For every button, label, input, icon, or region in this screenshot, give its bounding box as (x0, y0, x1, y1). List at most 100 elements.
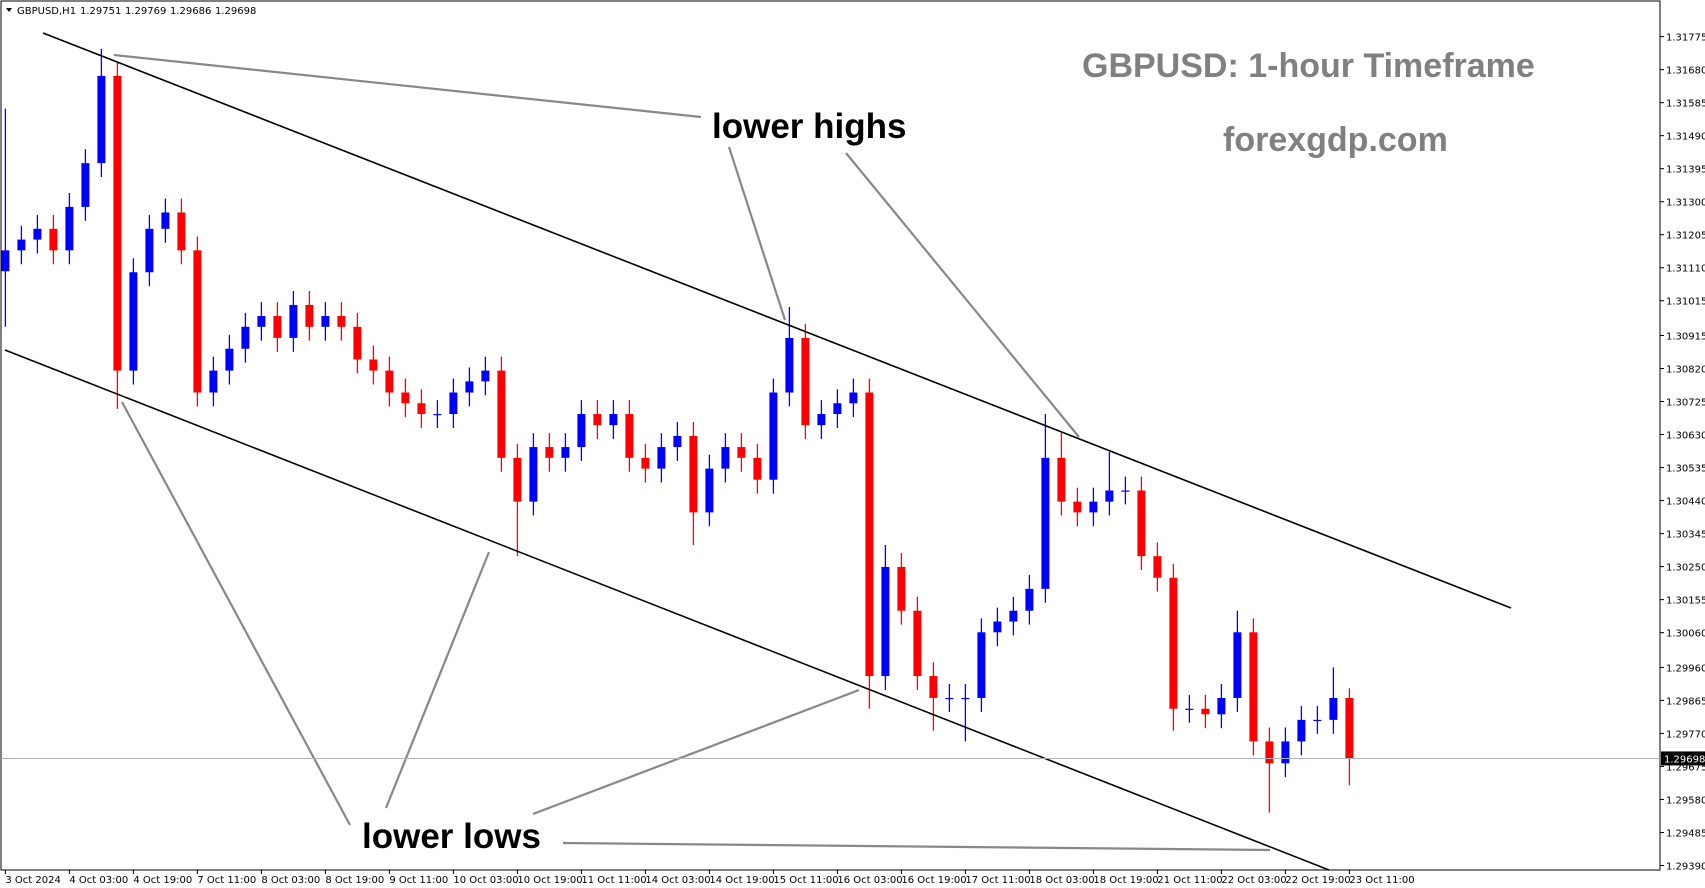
chart-subtitle: forexgdp.com (1223, 121, 1448, 159)
candle-body (577, 414, 586, 448)
x-tick-label: 4 Oct 19:00 (133, 875, 192, 886)
candle-body (337, 316, 346, 327)
y-tick-label: 1.29390 (1666, 861, 1705, 872)
y-tick-label: 1.30820 (1666, 365, 1705, 376)
candle-body (545, 447, 554, 458)
candle-body (1329, 697, 1338, 720)
candle-body (993, 621, 1002, 633)
candle-body (225, 348, 234, 371)
candle-body (529, 447, 538, 502)
candle-body (1057, 457, 1066, 502)
symbol: GBPUSD,H1 (17, 6, 76, 17)
y-tick-label: 1.31205 (1666, 231, 1705, 242)
pointer-line (113, 53, 702, 119)
candle-body (1313, 719, 1322, 722)
candle-body (769, 392, 778, 480)
candle-body (177, 212, 186, 251)
y-tick-label: 1.31680 (1666, 66, 1705, 77)
candle-body (17, 239, 26, 251)
header-value: 1.29686 (170, 6, 211, 17)
candle-body (289, 304, 298, 338)
candle-body (1153, 556, 1162, 578)
y-tick-label: 1.29865 (1666, 696, 1705, 707)
candle-body (1281, 741, 1290, 764)
candle-body (65, 206, 74, 251)
candle-body (145, 228, 154, 273)
x-tick-label: 21 Oct 11:00 (1157, 875, 1222, 886)
candle-body (753, 457, 762, 480)
candle-body (961, 697, 970, 700)
x-tick-label: 10 Oct 19:00 (517, 875, 582, 886)
candle-body (193, 250, 202, 393)
candle-body (81, 163, 90, 207)
y-tick-label: 1.30535 (1666, 464, 1705, 475)
candle-body (1041, 457, 1050, 589)
x-tick-label: 7 Oct 11:00 (197, 875, 256, 886)
candle-body (1009, 610, 1018, 622)
y-tick-label: 1.29485 (1666, 828, 1705, 839)
candle-body (833, 403, 842, 415)
y-tick-label: 1.31585 (1666, 99, 1705, 110)
candle-body (273, 316, 282, 338)
candle-body (161, 212, 170, 229)
y-tick-label: 1.30345 (1666, 530, 1705, 541)
candle-body (625, 414, 634, 458)
candle-body (1025, 588, 1034, 611)
candle-body (33, 228, 42, 240)
x-tick-label: 10 Oct 03:00 (453, 875, 518, 886)
candle-body (897, 566, 906, 611)
candle-body (129, 272, 138, 371)
y-tick-label: 1.29960 (1666, 663, 1705, 674)
candle-body (881, 566, 890, 677)
candle-body (49, 228, 58, 251)
x-tick-label: 14 Oct 03:00 (645, 875, 710, 886)
candle-body (913, 610, 922, 677)
y-tick-label: 1.31110 (1666, 264, 1705, 275)
candle-body (1265, 741, 1274, 764)
candle-body (705, 468, 714, 513)
candle-body (673, 435, 682, 448)
candle-body (721, 447, 730, 469)
pointer-line (727, 146, 787, 321)
y-tick-label: 1.30725 (1666, 398, 1705, 409)
x-tick-label: 16 Oct 03:00 (837, 875, 902, 886)
candle-body (305, 304, 314, 327)
candle-body (1217, 697, 1226, 715)
x-tick-label: 23 Oct 11:00 (1349, 875, 1414, 886)
y-tick-label: 1.31015 (1666, 297, 1705, 308)
candle-body (433, 414, 442, 416)
candle-body (593, 414, 602, 426)
x-tick-label: 17 Oct 11:00 (965, 875, 1030, 886)
candle-body (481, 370, 490, 382)
header-icon (6, 8, 12, 12)
candle-body (353, 326, 362, 360)
y-tick-label: 1.31775 (1666, 33, 1705, 44)
pointer-line (845, 152, 1080, 438)
candle-body (497, 370, 506, 458)
y-tick-label: 1.30060 (1666, 629, 1705, 640)
channel-upper (42, 32, 1512, 609)
y-tick-label: 1.30440 (1666, 497, 1705, 508)
y-tick-label: 1.31395 (1666, 165, 1705, 176)
header-value: 1.29698 (215, 6, 256, 17)
candle-body (785, 337, 794, 393)
candle-body (257, 316, 266, 327)
candle-body (513, 457, 522, 502)
pointer-line (384, 551, 491, 809)
candle-body (417, 403, 426, 415)
x-tick-label: 11 Oct 11:00 (581, 875, 646, 886)
candle-body (929, 676, 938, 698)
candle-body (209, 370, 218, 393)
y-tick-label: 1.31490 (1666, 132, 1705, 143)
y-tick-label: 1.30630 (1666, 431, 1705, 442)
candle-body (1185, 708, 1194, 710)
price-label: 1.29698 (1664, 754, 1705, 765)
annotation: lower highs (712, 107, 906, 146)
y-tick-label: 1.30250 (1666, 563, 1705, 574)
candle-body (1201, 708, 1210, 715)
candle-body (369, 359, 378, 371)
candle-body (609, 414, 618, 426)
candle-body (1137, 490, 1146, 557)
candle-body (241, 326, 250, 349)
pointer-line (121, 401, 351, 826)
